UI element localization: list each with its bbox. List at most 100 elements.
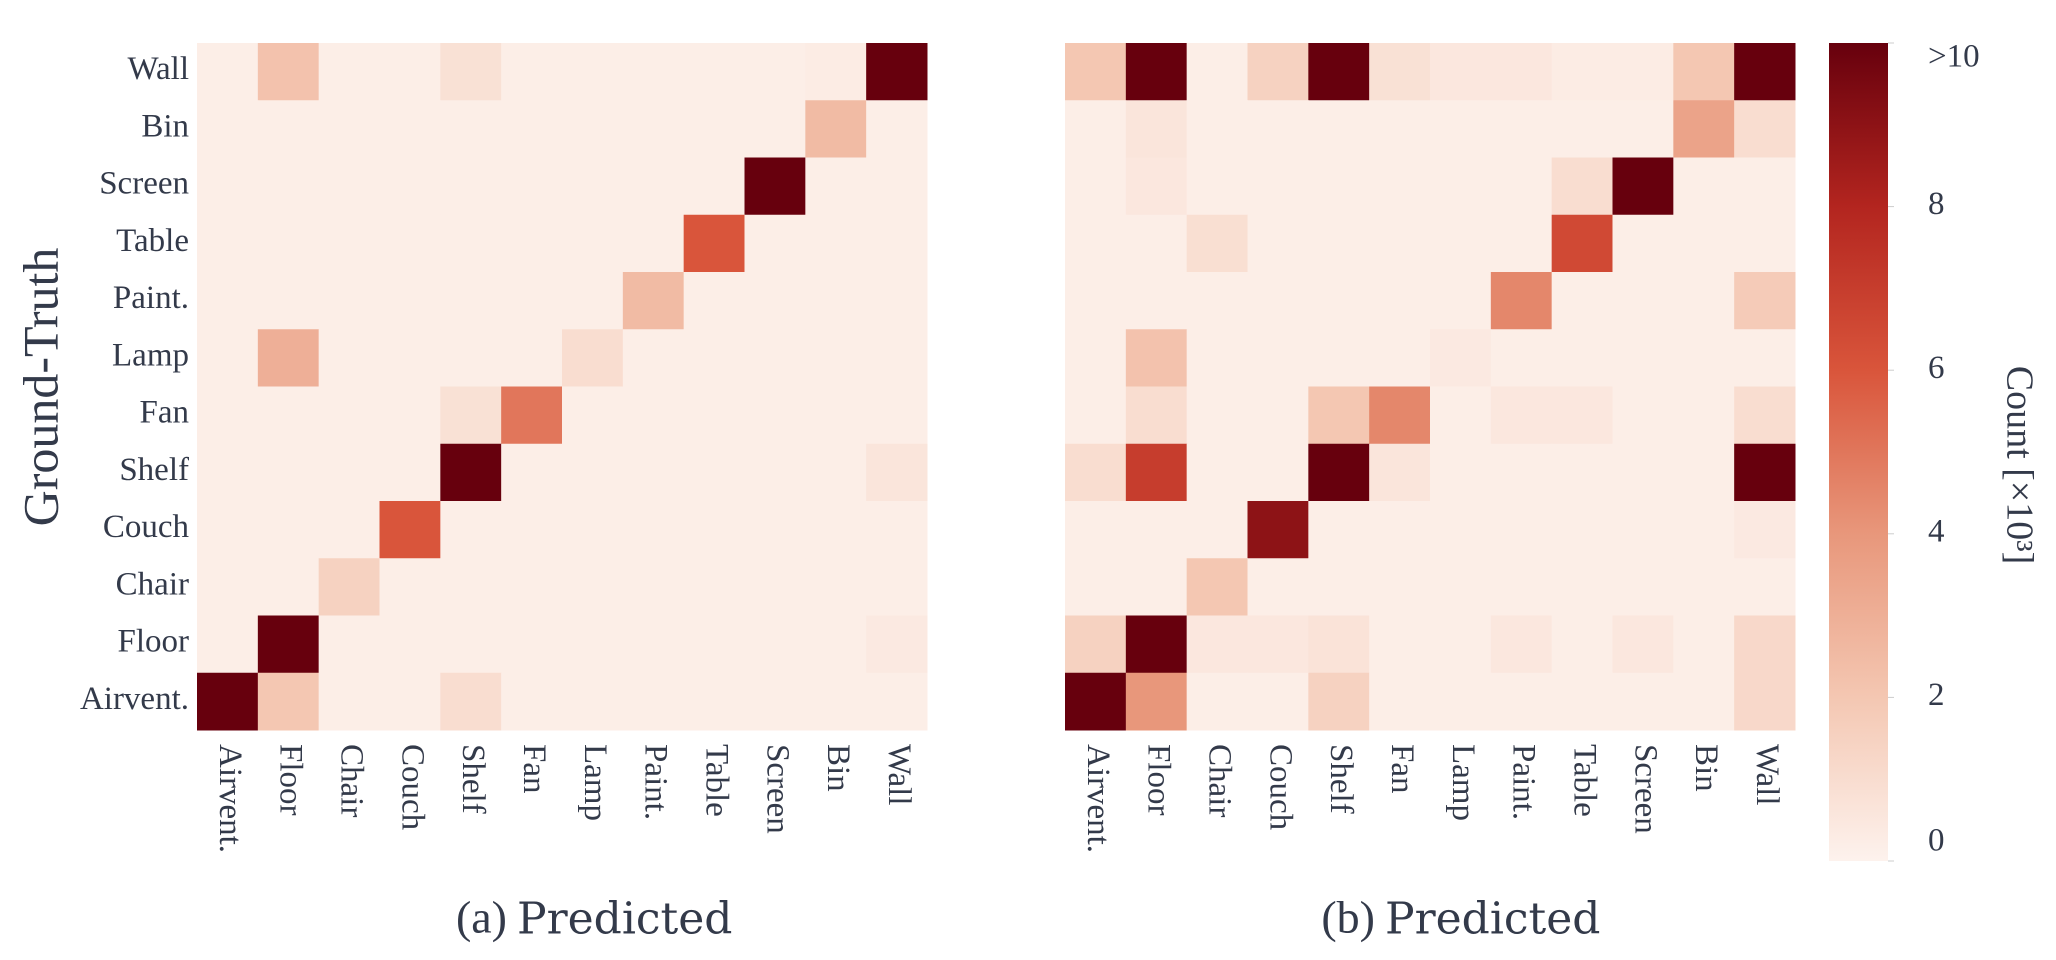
heatmap-cell: [805, 443, 867, 502]
heatmap-cell: [683, 43, 745, 101]
heatmap-cell: [1673, 443, 1735, 502]
heatmap-cell: [197, 501, 259, 559]
x-tick-label: Airvent.: [1080, 744, 1116, 853]
y-tick-label: Fan: [140, 395, 190, 431]
heatmap-cell: [1308, 157, 1370, 216]
heatmap-cell: [562, 43, 624, 101]
heatmap-cell: [501, 501, 563, 559]
heatmap-cell: [744, 615, 806, 674]
heatmap-cell: [683, 615, 745, 674]
heatmap-cell: [501, 443, 563, 502]
heatmap-cell: [562, 615, 624, 674]
heatmap-cell: [1490, 615, 1553, 674]
heatmap-cell: [866, 443, 928, 502]
y-tick-label: Bin: [141, 108, 189, 144]
x-tick-label: Fan: [516, 744, 552, 794]
x-tick-label: Fan: [1384, 744, 1420, 794]
heatmap-cell: [197, 672, 259, 731]
heatmap-cell: [257, 501, 320, 559]
heatmap-cell: [805, 558, 867, 616]
heatmap-cell: [1673, 501, 1735, 559]
x-tick-label: Couch: [394, 744, 430, 831]
heatmap-cell: [440, 100, 502, 158]
heatmap-cell: [866, 501, 928, 559]
heatmap-cell: [1734, 214, 1796, 273]
heatmap-cell: [1065, 615, 1127, 674]
heatmap-cell: [1065, 501, 1127, 559]
x-axis-label: Predicted: [517, 894, 732, 945]
heatmap-cell: [866, 157, 928, 216]
heatmap-cell: [1734, 443, 1796, 502]
heatmap-cell: [1673, 329, 1735, 387]
heatmap-cell: [1186, 672, 1248, 731]
heatmap-cell: [197, 615, 259, 674]
heatmap-cell: [197, 272, 259, 330]
heatmap-cell: [1247, 386, 1309, 445]
heatmap-cell: [1430, 100, 1492, 158]
heatmap-cell: [866, 214, 928, 273]
heatmap-cell: [1490, 558, 1553, 616]
heatmap-cell: [805, 272, 867, 330]
heatmap-cell: [1734, 558, 1796, 616]
heatmap-cell: [1125, 558, 1188, 616]
heatmap-cell: [1673, 672, 1735, 731]
heatmap-cell: [1673, 558, 1735, 616]
heatmap-cell: [1186, 329, 1248, 387]
heatmap-cell: [501, 329, 563, 387]
x-axis-label: Predicted: [1385, 894, 1600, 945]
heatmap-cell: [1369, 157, 1431, 216]
heatmap-cell: [1734, 615, 1796, 674]
heatmap-cell: [440, 272, 502, 330]
heatmap-cell: [1308, 558, 1370, 616]
x-tick-label: Couch: [1262, 744, 1298, 831]
heatmap-cell: [1065, 272, 1127, 330]
heatmap-cell: [1065, 443, 1127, 502]
heatmap-cell: [1612, 501, 1674, 559]
heatmap-cell: [257, 443, 320, 502]
x-tick-label: Bin: [1688, 744, 1724, 792]
heatmap-cell: [1065, 214, 1127, 273]
heatmap-cell: [1125, 214, 1188, 273]
heatmap-cell: [1734, 272, 1796, 330]
heatmap-cell: [1490, 672, 1553, 731]
heatmap-cell: [683, 329, 745, 387]
heatmap-cell: [379, 214, 441, 273]
heatmap-cell: [197, 214, 259, 273]
heatmap-cell: [1551, 329, 1613, 387]
heatmap-cell: [1430, 501, 1492, 559]
heatmap-cell: [257, 43, 320, 101]
heatmap-cell: [744, 672, 806, 731]
heatmap-cell: [257, 157, 320, 216]
heatmap-cell: [318, 329, 380, 387]
heatmap-cell: [440, 329, 502, 387]
heatmap-cell: [1065, 157, 1127, 216]
heatmap-cell: [866, 672, 928, 731]
heatmap-cell: [318, 558, 380, 616]
heatmap-cell: [562, 329, 624, 387]
heatmap-cell: [1186, 157, 1248, 216]
heatmap-cell: [683, 558, 745, 616]
x-tick-label: Floor: [273, 744, 309, 816]
x-tick-label: Chair: [1202, 744, 1238, 817]
heatmap-cell: [501, 272, 563, 330]
heatmap-cell: [379, 558, 441, 616]
subcaption: (b): [1321, 892, 1375, 943]
colorbar-tick-label: 4: [1928, 513, 1945, 549]
heatmap-cell: [744, 214, 806, 273]
heatmap-cell: [197, 43, 259, 101]
heatmap-cell: [1673, 272, 1735, 330]
heatmap-cell: [622, 501, 685, 559]
heatmap-cell: [440, 214, 502, 273]
subcaption: (a): [456, 892, 507, 943]
heatmap-cell: [379, 43, 441, 101]
heatmap-cell: [318, 615, 380, 674]
colorbar: [1829, 43, 1888, 861]
heatmap-cell: [562, 272, 624, 330]
y-tick-label: Chair: [116, 566, 189, 602]
heatmap-cell: [1308, 443, 1370, 502]
heatmap-cell: [622, 558, 685, 616]
heatmap-cell: [562, 100, 624, 158]
colorbar-tick-label: 0: [1928, 823, 1945, 859]
heatmap-cell: [1734, 100, 1796, 158]
heatmap-cell: [257, 615, 320, 674]
